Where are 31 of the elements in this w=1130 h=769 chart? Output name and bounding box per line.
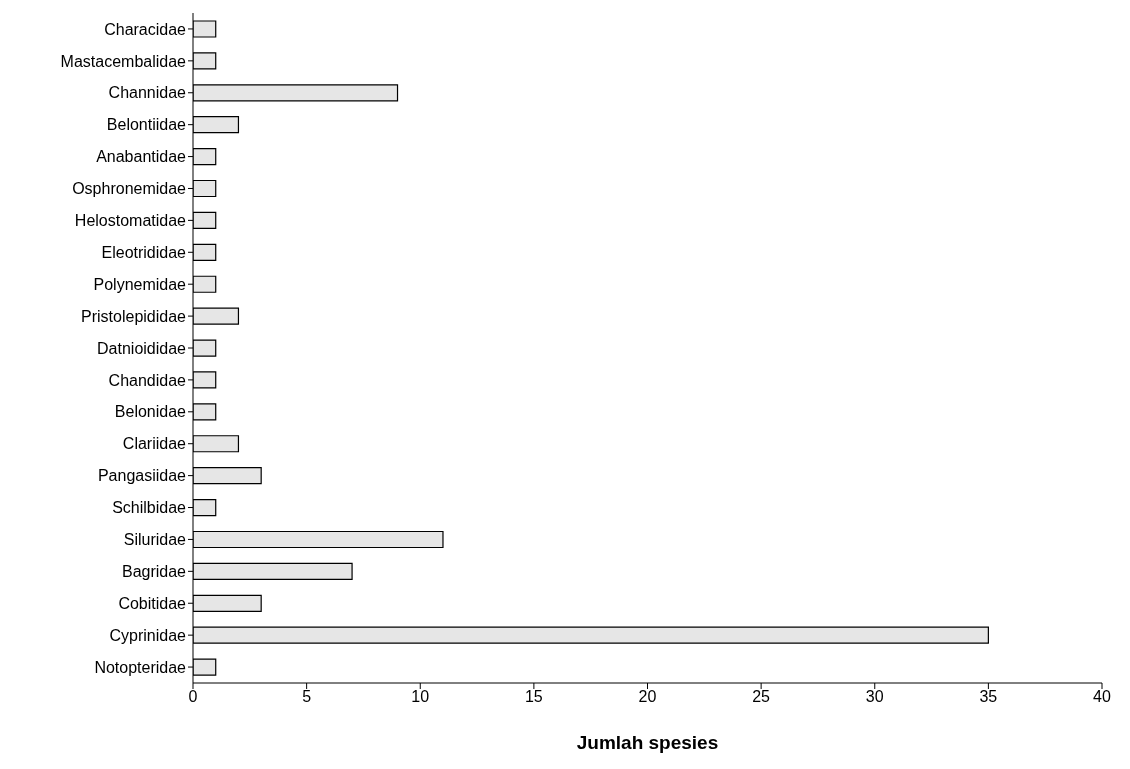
x-tick-label: 15 xyxy=(524,688,543,706)
y-tick-label: Schilbidae xyxy=(112,499,187,517)
y-tick-label: Polynemidae xyxy=(93,275,187,293)
y-tick-label: Characidae xyxy=(104,20,187,38)
y-tick-label: Eleotrididae xyxy=(101,243,187,261)
y-tick-label: Cobitidae xyxy=(118,594,187,612)
y-tick-label: Mastacembalidae xyxy=(60,52,187,70)
x-tick-label: 30 xyxy=(865,688,884,706)
y-tick-label: Siluridae xyxy=(123,531,187,549)
y-tick-label: Channidae xyxy=(108,84,187,102)
y-tick-label: Pangasiidae xyxy=(97,467,187,485)
y-tick-label: Bagridae xyxy=(121,563,187,581)
x-tick-label: 10 xyxy=(411,688,430,706)
x-tick-label: 25 xyxy=(752,688,771,706)
y-tick-label: Chandidae xyxy=(108,371,187,389)
x-tick-label: 40 xyxy=(1093,688,1111,706)
x-tick-label: 35 xyxy=(979,688,998,706)
x-tick-label: 5 xyxy=(302,688,312,706)
y-tick-label: Pristolepididae xyxy=(81,307,187,325)
y-tick-label: Helostomatidae xyxy=(74,212,187,230)
y-tick-label: Clariidae xyxy=(122,435,187,453)
y-tick-label: Belontiidae xyxy=(106,116,187,134)
y-tick-label: Anabantidae xyxy=(96,148,187,166)
x-tick-label: 20 xyxy=(638,688,657,706)
y-tick-label: Cyprinidae xyxy=(109,626,187,644)
y-tick-label: Belonidae xyxy=(114,403,187,421)
y-tick-label: Notopteridae xyxy=(94,658,187,676)
x-axis-title: Jumlah spesies xyxy=(576,732,719,753)
x-tick-label: 0 xyxy=(188,688,198,706)
y-tick-label: Osphronemidae xyxy=(72,180,187,198)
y-tick-label: Datnioididae xyxy=(97,339,187,357)
